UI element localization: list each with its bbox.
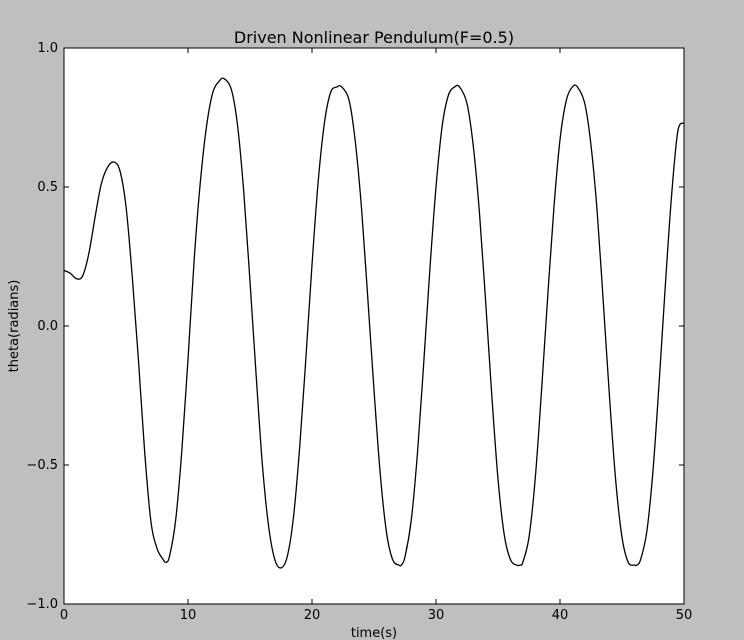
chart-title: Driven Nonlinear Pendulum(F=0.5) bbox=[234, 28, 514, 47]
series-line-0 bbox=[64, 77, 684, 569]
ticks-layer: 0 10 20 30 40 50 −1.0 −0.5 0.0 0.5 1.0 bbox=[26, 41, 692, 623]
x-tick-label: 0 bbox=[60, 608, 68, 623]
x-tick-label: 40 bbox=[552, 608, 569, 623]
y-tick-label: 0.5 bbox=[37, 180, 58, 195]
x-tick-label: 20 bbox=[304, 608, 321, 623]
y-axis-label: theta(radians) bbox=[7, 280, 22, 373]
y-tick-label: −0.5 bbox=[26, 458, 58, 473]
y-tick-label: −1.0 bbox=[26, 597, 58, 612]
x-tick-label: 30 bbox=[428, 608, 445, 623]
y-tick-label: 1.0 bbox=[37, 41, 58, 56]
x-tick-label: 10 bbox=[180, 608, 197, 623]
x-tick-label: 50 bbox=[676, 608, 693, 623]
x-axis-label: time(s) bbox=[351, 626, 397, 640]
series-layer bbox=[64, 77, 684, 569]
plot-area bbox=[64, 48, 684, 604]
y-tick-label: 0.0 bbox=[37, 319, 58, 334]
